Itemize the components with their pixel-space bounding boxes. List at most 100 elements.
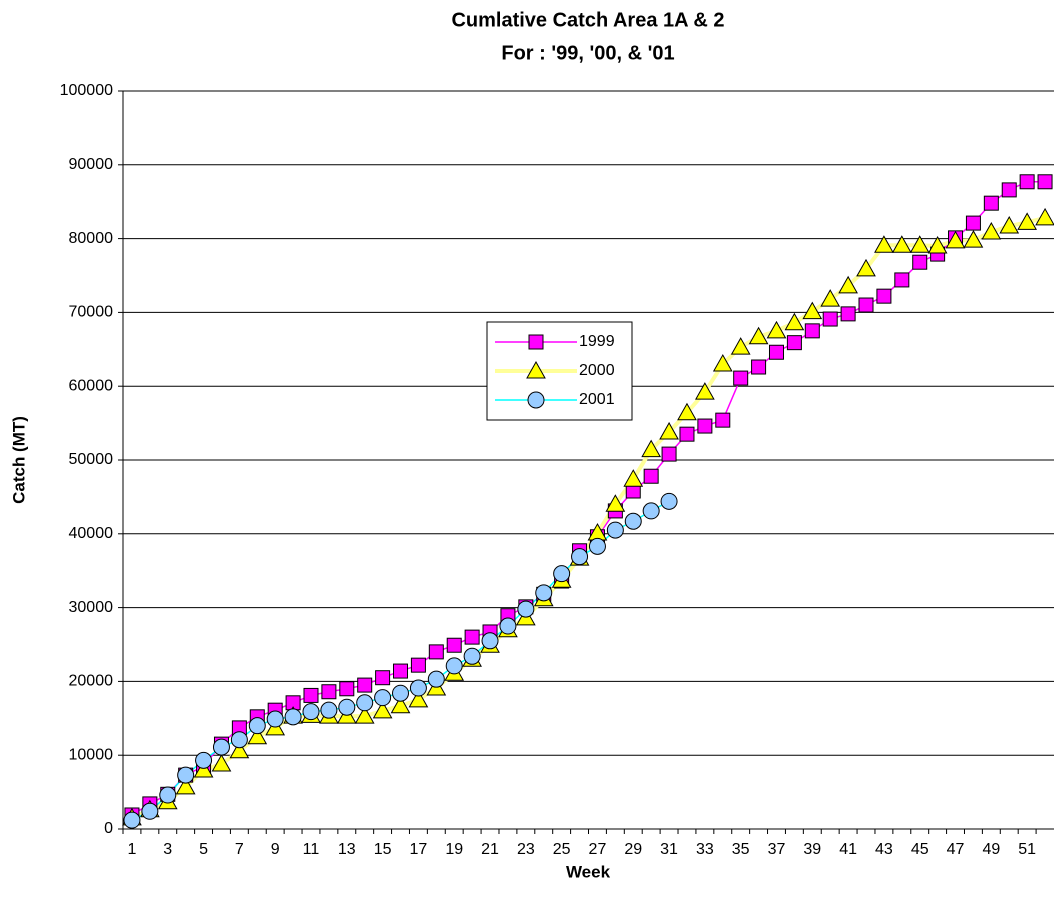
data-point: [661, 446, 677, 462]
y-tick-label: 10000: [69, 746, 114, 763]
x-tick-label: 1: [127, 841, 136, 858]
data-point: [409, 679, 427, 697]
data-point: [517, 600, 535, 618]
x-tick-label: 31: [660, 841, 678, 858]
x-tick-label: 25: [553, 841, 571, 858]
x-tick-label: 41: [839, 841, 857, 858]
data-point: [320, 701, 338, 719]
x-tick-label: 9: [271, 841, 280, 858]
data-point: [464, 629, 480, 645]
data-point: [1035, 207, 1054, 226]
data-point: [894, 272, 910, 288]
data-point: [909, 235, 930, 253]
x-tick-label: 7: [235, 841, 244, 858]
data-point: [642, 502, 660, 520]
data-point: [1017, 212, 1037, 230]
data-point: [605, 494, 626, 512]
legend-marker: [526, 360, 546, 379]
data-point: [211, 754, 232, 772]
x-tick-label: 37: [768, 841, 786, 858]
data-point: [571, 548, 589, 566]
data-point: [858, 297, 874, 313]
data-point: [641, 439, 662, 458]
data-point: [643, 468, 659, 484]
data-point: [876, 288, 892, 304]
x-tick-label: 5: [199, 841, 208, 858]
data-point: [786, 335, 802, 351]
x-tick-label: 33: [696, 841, 714, 858]
x-tick-label: 47: [947, 841, 965, 858]
data-point: [356, 694, 374, 712]
data-point: [428, 644, 444, 660]
data-point: [891, 235, 912, 253]
data-point: [123, 811, 141, 829]
x-tick-label: 19: [445, 841, 463, 858]
data-point: [357, 677, 373, 693]
y-tick-label: 50000: [69, 451, 114, 468]
data-point: [965, 215, 981, 231]
data-point: [175, 776, 196, 795]
y-tick-label: 0: [104, 820, 113, 837]
legend-label: 2000: [579, 362, 615, 379]
data-point: [159, 786, 177, 804]
y-tick-label: 100000: [60, 82, 113, 99]
data-point: [354, 706, 375, 724]
data-point: [983, 195, 999, 211]
series-line: [131, 500, 670, 821]
series-line: [131, 215, 1046, 820]
data-point: [963, 230, 984, 248]
legend-label: 2001: [579, 391, 615, 408]
data-point: [733, 370, 749, 386]
y-tick-label: 80000: [69, 230, 114, 247]
data-point: [284, 708, 302, 726]
data-point: [660, 492, 678, 510]
data-point: [912, 254, 928, 270]
y-tick-label: 60000: [69, 377, 114, 394]
legend-marker: [528, 334, 544, 350]
data-point: [730, 337, 751, 355]
data-point: [856, 258, 876, 277]
data-point: [822, 311, 838, 327]
data-point: [840, 306, 856, 322]
data-point: [677, 402, 697, 421]
data-point: [212, 738, 230, 756]
data-point: [766, 320, 787, 339]
data-point: [499, 617, 517, 635]
data-point: [303, 687, 319, 703]
x-tick-label: 27: [589, 841, 607, 858]
data-point: [1037, 174, 1053, 190]
data-point: [372, 700, 393, 719]
data-point: [588, 537, 606, 555]
data-point: [446, 637, 462, 653]
data-point: [1001, 182, 1017, 198]
data-point: [338, 698, 356, 716]
x-tick-label: 51: [1018, 841, 1036, 858]
data-point: [463, 647, 481, 665]
x-tick-label: 43: [875, 841, 893, 858]
data-point: [748, 326, 769, 345]
data-point: [393, 663, 409, 679]
chart-title: Cumlative Catch Area 1A & 2: [451, 9, 724, 31]
data-point: [481, 632, 499, 650]
x-tick-label: 39: [803, 841, 821, 858]
data-point: [247, 726, 268, 745]
y-tick-label: 90000: [69, 156, 114, 173]
y-tick-label: 70000: [69, 304, 114, 321]
data-point: [804, 323, 820, 339]
data-point: [874, 235, 894, 253]
data-point: [266, 710, 284, 728]
data-point: [445, 657, 463, 675]
data-point: [751, 359, 767, 375]
data-point: [999, 216, 1020, 234]
chart-subtitle: For : '99, '00, & '01: [501, 42, 674, 64]
x-tick-label: 49: [982, 841, 1000, 858]
data-point: [802, 301, 823, 320]
y-tick-label: 40000: [69, 525, 114, 542]
data-point: [248, 717, 266, 735]
data-point: [768, 344, 784, 360]
x-tick-label: 13: [338, 841, 356, 858]
data-point: [981, 221, 1002, 240]
y-tick-label: 20000: [69, 673, 114, 690]
